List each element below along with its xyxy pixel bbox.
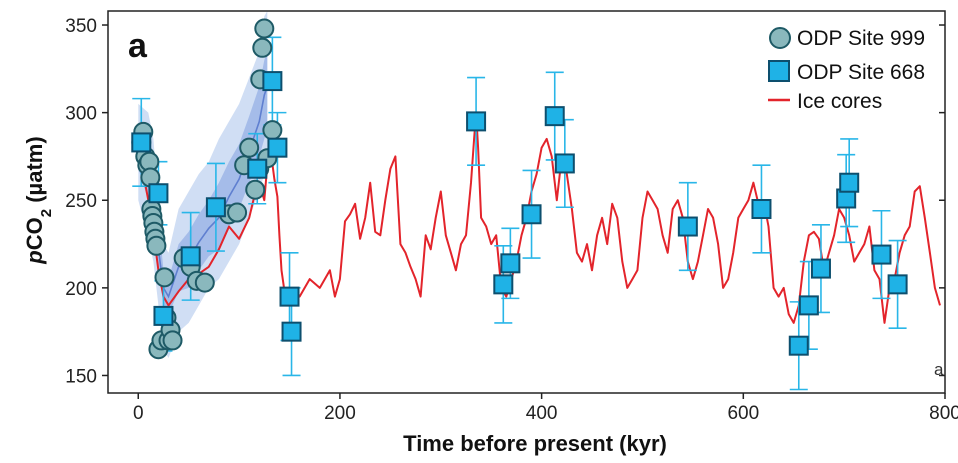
site668-point [131,132,152,153]
y-tick-label: 200 [65,279,97,300]
x-tick-label: 400 [526,403,558,424]
site999-point [227,202,248,223]
y-axis-title: pCO2 (µatm) [22,136,55,264]
corner-letter: a [934,360,944,379]
x-tick-label: 0 [133,403,144,424]
site668-point [262,71,283,92]
site668-point [871,244,892,265]
site668-point [544,106,565,127]
errorbars-group [132,36,907,391]
site668-point [521,204,542,225]
panel-letter: a [128,27,148,65]
site999-point [245,179,266,200]
site668-point [466,111,487,132]
y-axis-ticks: 150 200 250 300 350 [65,16,945,387]
site668-point [798,295,819,316]
y-axis-title-subscript: 2 [38,209,55,217]
site668-point [281,321,302,342]
y-tick-label: 300 [65,104,97,125]
site668-point [554,153,575,174]
site668-point [788,335,809,356]
site668-point [887,274,908,295]
legend-label-site668: ODP Site 668 [797,61,925,84]
legend-label-ice: Ice cores [797,90,882,113]
legend-label-site999: ODP Site 999 [797,27,925,50]
legend: ODP Site 999 ODP Site 668 Ice cores [768,27,925,113]
x-tick-label: 800 [929,403,958,424]
x-axis-ticks: 0 200 400 600 800 [133,393,958,424]
site668-point [247,158,268,179]
y-axis-title-prefix: p [22,250,47,264]
legend-marker-site668 [768,60,790,82]
site668-point [279,286,300,307]
site999-point [146,235,167,256]
site999-point [262,120,283,141]
x-tick-label: 200 [324,403,356,424]
site668-point [751,199,772,220]
y-tick-label: 150 [65,366,97,387]
site999-point [252,37,273,58]
site668-point [148,183,169,204]
site668-point [810,258,831,279]
y-tick-label: 350 [65,16,97,37]
markers-group [131,18,908,360]
site668-point [180,246,201,267]
site999-point [194,272,215,293]
site668-point [205,197,226,218]
plot-frame [107,10,946,394]
x-axis-title: Time before present (kyr) [403,431,667,456]
site999-point [239,137,260,158]
site999-point [154,267,175,288]
y-tick-label: 250 [65,191,97,212]
site999-point [254,18,275,39]
x-tick-label: 600 [727,403,759,424]
site668-point [267,137,288,158]
site668-point [493,274,514,295]
y-axis-title-unit: (µatm) [22,136,47,209]
band-inner [138,51,268,315]
y-axis-title-main: CO [22,217,47,250]
legend-marker-site999 [769,27,791,49]
site668-point [500,253,521,274]
site999-point [162,330,183,351]
site668-point [153,305,174,326]
site668-point [839,172,860,193]
site668-point [677,216,698,237]
